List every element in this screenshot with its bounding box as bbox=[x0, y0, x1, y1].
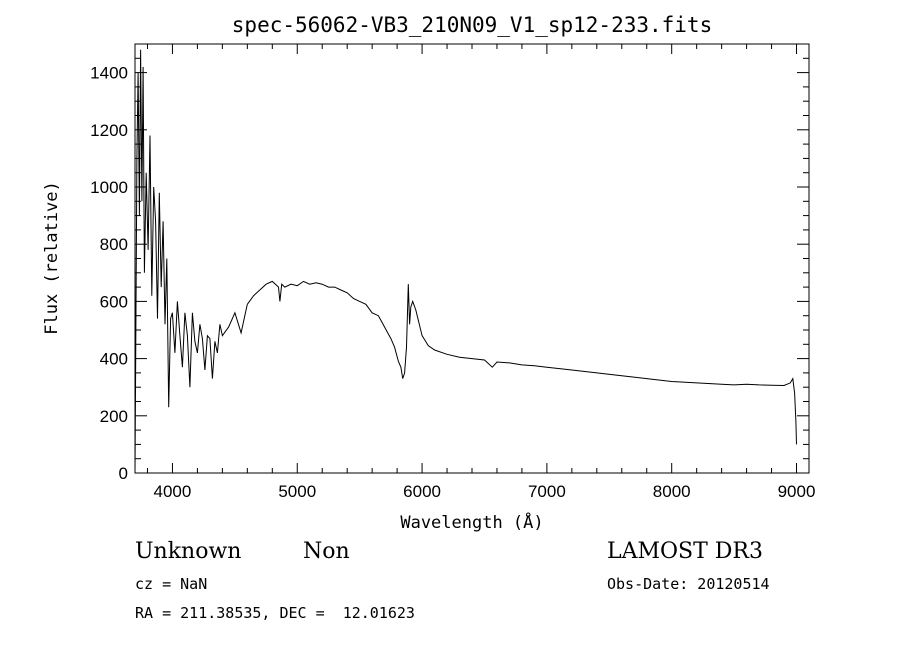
y-tick-label: 0 bbox=[119, 464, 128, 483]
x-tick-label: 8000 bbox=[653, 482, 691, 501]
coordinates-text: RA = 211.38535, DEC = 12.01623 bbox=[135, 604, 415, 622]
spectrum-series-line bbox=[134, 49, 797, 474]
y-tick-label: 600 bbox=[100, 292, 128, 311]
object-class: Unknown bbox=[135, 539, 242, 564]
y-tick-label: 400 bbox=[100, 350, 128, 369]
y-tick-label: 1200 bbox=[90, 121, 128, 140]
x-tick-label: 9000 bbox=[778, 482, 816, 501]
plot-frame bbox=[134, 43, 810, 474]
y-tick-label: 1400 bbox=[90, 64, 128, 83]
y-tick-label: 1000 bbox=[90, 178, 128, 197]
object-subclass: Non bbox=[303, 539, 350, 564]
chart-title: spec-56062-VB3_210N09_V1_sp12-233.fits bbox=[232, 13, 712, 37]
redshift-text: cz = NaN bbox=[135, 575, 208, 593]
y-axis-label: Flux (relative) bbox=[42, 181, 62, 335]
axis-ticks bbox=[135, 44, 809, 474]
tick-labels: 4000 5000 6000 7000 8000 9000 0 200 400 600 800 100… bbox=[90, 64, 815, 501]
x-tick-label: 6000 bbox=[403, 482, 441, 501]
x-tick-label: 4000 bbox=[154, 482, 192, 501]
x-axis-label: Wavelength (Å) bbox=[400, 511, 543, 533]
y-tick-label: 800 bbox=[100, 235, 128, 254]
survey-name: LAMOST DR3 bbox=[607, 539, 763, 564]
y-tick-label: 200 bbox=[100, 407, 128, 426]
x-tick-label: 7000 bbox=[528, 482, 566, 501]
x-tick-label: 5000 bbox=[278, 482, 316, 501]
observation-date: Obs-Date: 20120514 bbox=[607, 575, 770, 593]
